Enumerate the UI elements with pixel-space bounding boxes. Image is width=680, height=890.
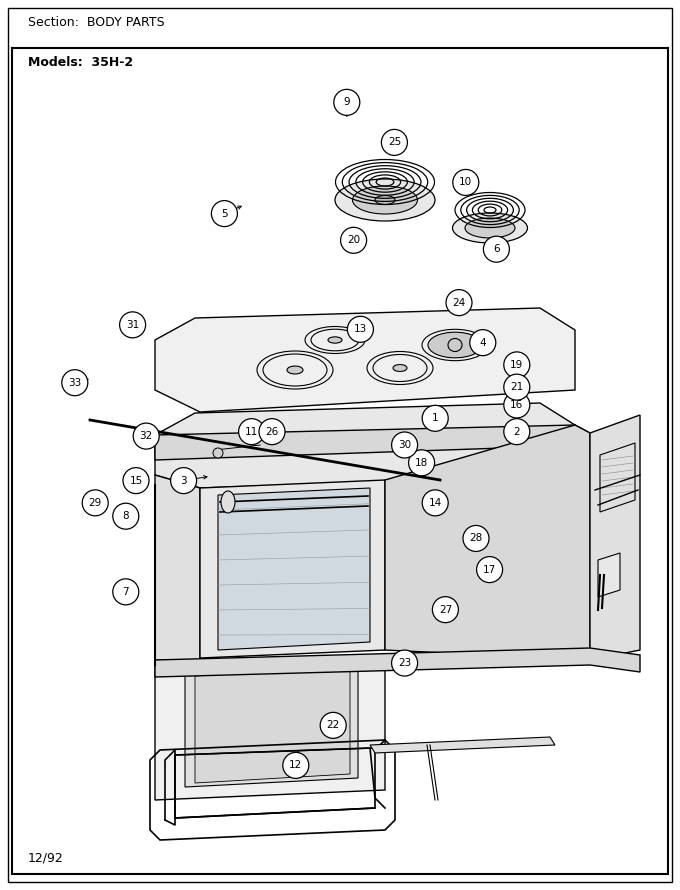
- Text: 24: 24: [452, 297, 466, 308]
- Circle shape: [409, 449, 435, 476]
- Text: 19: 19: [510, 360, 524, 370]
- Text: 27: 27: [439, 604, 452, 615]
- Circle shape: [504, 374, 530, 401]
- Circle shape: [446, 289, 472, 316]
- Circle shape: [113, 578, 139, 605]
- Text: 22: 22: [326, 720, 340, 731]
- Circle shape: [477, 556, 503, 583]
- Circle shape: [82, 490, 108, 516]
- Text: 7: 7: [122, 587, 129, 597]
- Text: 4: 4: [479, 337, 486, 348]
- Ellipse shape: [465, 218, 515, 238]
- Text: 11: 11: [245, 426, 258, 437]
- Circle shape: [239, 418, 265, 445]
- Text: 23: 23: [398, 658, 411, 668]
- Polygon shape: [155, 403, 575, 488]
- Ellipse shape: [352, 186, 418, 214]
- Text: 18: 18: [415, 457, 428, 468]
- Circle shape: [334, 89, 360, 116]
- Ellipse shape: [452, 213, 528, 243]
- Circle shape: [113, 503, 139, 530]
- Ellipse shape: [221, 491, 235, 513]
- Text: 3: 3: [180, 475, 187, 486]
- Polygon shape: [200, 480, 385, 658]
- Polygon shape: [598, 553, 620, 597]
- Polygon shape: [155, 475, 200, 660]
- Text: 30: 30: [398, 440, 411, 450]
- Text: 17: 17: [483, 564, 496, 575]
- Ellipse shape: [287, 366, 303, 374]
- Polygon shape: [600, 443, 635, 512]
- Text: 15: 15: [129, 475, 143, 486]
- Text: 26: 26: [265, 426, 279, 437]
- Text: 6: 6: [493, 244, 500, 255]
- Circle shape: [283, 752, 309, 779]
- Ellipse shape: [375, 196, 395, 205]
- Circle shape: [422, 490, 448, 516]
- Circle shape: [211, 200, 237, 227]
- Polygon shape: [370, 737, 555, 753]
- Polygon shape: [185, 663, 358, 787]
- Circle shape: [133, 423, 159, 449]
- Circle shape: [463, 525, 489, 552]
- Circle shape: [432, 596, 458, 623]
- Circle shape: [504, 418, 530, 445]
- Polygon shape: [590, 415, 640, 660]
- Circle shape: [504, 392, 530, 418]
- Circle shape: [392, 432, 418, 458]
- Text: 10: 10: [459, 177, 473, 188]
- Circle shape: [381, 129, 407, 156]
- Circle shape: [213, 448, 223, 458]
- Circle shape: [504, 352, 530, 378]
- Circle shape: [120, 312, 146, 338]
- Ellipse shape: [448, 338, 462, 352]
- Ellipse shape: [335, 179, 435, 221]
- Circle shape: [259, 418, 285, 445]
- Polygon shape: [155, 425, 590, 460]
- Text: 13: 13: [354, 324, 367, 335]
- Ellipse shape: [393, 365, 407, 371]
- Text: 25: 25: [388, 137, 401, 148]
- Text: 29: 29: [88, 498, 102, 508]
- Text: 8: 8: [122, 511, 129, 522]
- Circle shape: [341, 227, 367, 254]
- Circle shape: [483, 236, 509, 263]
- Text: Section:  BODY PARTS: Section: BODY PARTS: [28, 15, 165, 28]
- Text: 33: 33: [68, 377, 82, 388]
- Circle shape: [422, 405, 448, 432]
- Polygon shape: [155, 308, 575, 412]
- Text: 14: 14: [428, 498, 442, 508]
- Text: 28: 28: [469, 533, 483, 544]
- Circle shape: [470, 329, 496, 356]
- Text: 31: 31: [126, 320, 139, 330]
- Text: 20: 20: [347, 235, 360, 246]
- Circle shape: [123, 467, 149, 494]
- Polygon shape: [155, 655, 385, 800]
- Polygon shape: [385, 425, 590, 660]
- Circle shape: [347, 316, 373, 343]
- Text: 5: 5: [221, 208, 228, 219]
- Circle shape: [453, 169, 479, 196]
- Circle shape: [62, 369, 88, 396]
- Circle shape: [392, 650, 418, 676]
- Circle shape: [171, 467, 197, 494]
- Polygon shape: [195, 667, 350, 783]
- Text: 12/92: 12/92: [28, 852, 64, 864]
- Text: 12: 12: [289, 760, 303, 771]
- Ellipse shape: [328, 336, 342, 344]
- Ellipse shape: [428, 332, 482, 358]
- Text: 32: 32: [139, 431, 153, 441]
- Polygon shape: [155, 648, 640, 677]
- Text: 16: 16: [510, 400, 524, 410]
- Text: 21: 21: [510, 382, 524, 392]
- Text: 1: 1: [432, 413, 439, 424]
- Text: 9: 9: [343, 97, 350, 108]
- Text: Models:  35H-2: Models: 35H-2: [28, 55, 133, 69]
- Circle shape: [320, 712, 346, 739]
- Text: 2: 2: [513, 426, 520, 437]
- Polygon shape: [218, 488, 370, 650]
